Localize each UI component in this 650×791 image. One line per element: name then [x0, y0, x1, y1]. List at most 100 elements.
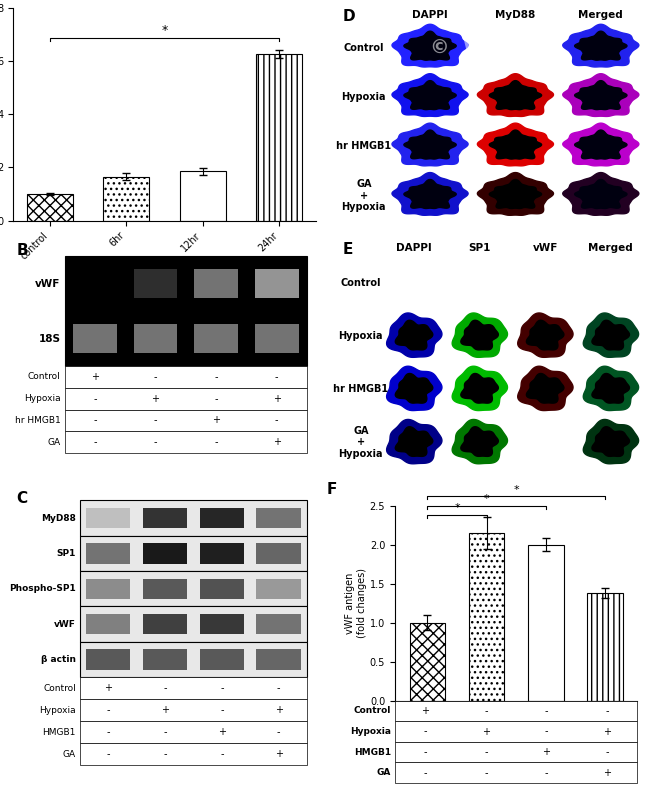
Polygon shape: [461, 320, 499, 350]
Polygon shape: [395, 320, 433, 350]
Text: DAPPI: DAPPI: [396, 243, 432, 253]
Text: -: -: [424, 727, 427, 736]
Polygon shape: [392, 74, 468, 116]
Text: Phospho-SP1: Phospho-SP1: [9, 585, 76, 593]
Polygon shape: [563, 172, 639, 215]
Text: hr HMGB1: hr HMGB1: [333, 384, 389, 394]
Text: -: -: [484, 768, 488, 778]
Polygon shape: [392, 123, 468, 166]
Text: -: -: [163, 749, 166, 759]
Text: ©  WILEY: © WILEY: [430, 38, 532, 57]
Text: Hypoxia: Hypoxia: [39, 706, 76, 715]
Text: GA
+
Hypoxia: GA + Hypoxia: [339, 426, 383, 459]
Text: GA: GA: [62, 750, 76, 759]
Text: Merged: Merged: [588, 243, 633, 253]
Text: +: +: [273, 437, 281, 447]
Polygon shape: [526, 320, 564, 350]
Polygon shape: [452, 419, 508, 464]
Polygon shape: [461, 426, 499, 456]
Text: +: +: [421, 706, 429, 716]
Text: hr HMGB1: hr HMGB1: [336, 142, 391, 151]
Text: GA
+
Hypoxia: GA + Hypoxia: [342, 180, 386, 213]
Text: F: F: [327, 483, 337, 498]
Polygon shape: [518, 366, 573, 411]
Polygon shape: [452, 313, 508, 358]
Polygon shape: [452, 366, 508, 411]
Text: Control: Control: [341, 278, 381, 288]
Polygon shape: [489, 130, 541, 159]
Polygon shape: [404, 180, 456, 209]
Text: Control: Control: [43, 683, 76, 693]
Text: -: -: [424, 768, 427, 778]
Bar: [103, 176, 150, 221]
Text: -: -: [163, 727, 166, 737]
Text: -: -: [214, 394, 218, 403]
Text: *: *: [161, 24, 168, 36]
Text: Hypoxia: Hypoxia: [350, 727, 391, 736]
Text: MyD88: MyD88: [495, 10, 536, 21]
Polygon shape: [563, 123, 639, 166]
Text: -: -: [275, 372, 278, 382]
Text: +: +: [91, 372, 99, 382]
Polygon shape: [583, 419, 638, 464]
Text: -: -: [220, 683, 224, 693]
Polygon shape: [575, 81, 627, 110]
Text: -: -: [605, 747, 609, 757]
Polygon shape: [563, 74, 639, 116]
Text: +: +: [543, 747, 551, 757]
Text: C: C: [16, 491, 27, 506]
Text: DAPPI: DAPPI: [412, 10, 448, 21]
Polygon shape: [563, 25, 639, 67]
Text: E: E: [343, 242, 353, 257]
Polygon shape: [592, 426, 629, 456]
Text: D: D: [343, 9, 355, 25]
Text: -: -: [93, 394, 97, 403]
Text: Control: Control: [354, 706, 391, 716]
Text: -: -: [545, 706, 548, 716]
Text: vWF: vWF: [35, 278, 60, 289]
Polygon shape: [395, 426, 433, 456]
Text: -: -: [163, 683, 166, 693]
Text: -: -: [484, 706, 488, 716]
Bar: [469, 533, 504, 701]
Text: Control: Control: [28, 373, 60, 381]
Text: vWF: vWF: [532, 243, 558, 253]
Polygon shape: [575, 31, 627, 60]
Y-axis label: vWF antigen
(fold changes): vWF antigen (fold changes): [345, 568, 367, 638]
Text: -: -: [275, 415, 278, 426]
Polygon shape: [526, 373, 564, 403]
Polygon shape: [489, 180, 541, 209]
Text: -: -: [93, 415, 97, 426]
Text: +: +: [218, 727, 226, 737]
Text: -: -: [277, 727, 280, 737]
Text: Merged: Merged: [578, 10, 623, 21]
Text: -: -: [220, 706, 224, 715]
Text: B: B: [16, 243, 28, 258]
Text: SP1: SP1: [57, 549, 76, 558]
Bar: [27, 194, 73, 221]
Polygon shape: [395, 373, 433, 403]
Text: -: -: [220, 749, 224, 759]
Polygon shape: [461, 373, 499, 403]
Polygon shape: [592, 373, 629, 403]
Text: +: +: [274, 706, 283, 715]
Polygon shape: [489, 81, 541, 110]
Polygon shape: [592, 320, 629, 350]
Text: -: -: [277, 683, 280, 693]
Text: *: *: [454, 504, 460, 513]
Text: MyD88: MyD88: [41, 513, 76, 523]
Text: -: -: [545, 768, 548, 778]
Text: -: -: [153, 372, 157, 382]
Text: *: *: [484, 494, 489, 504]
Text: +: +: [482, 727, 490, 736]
Text: Hypoxia: Hypoxia: [339, 331, 383, 341]
Text: GA: GA: [47, 437, 60, 447]
Text: Hypoxia: Hypoxia: [24, 394, 60, 403]
Polygon shape: [404, 81, 456, 110]
Polygon shape: [583, 313, 638, 358]
Text: β actin: β actin: [41, 655, 76, 664]
Text: +: +: [274, 749, 283, 759]
Text: -: -: [107, 706, 110, 715]
Text: -: -: [545, 727, 548, 736]
Polygon shape: [575, 130, 627, 159]
